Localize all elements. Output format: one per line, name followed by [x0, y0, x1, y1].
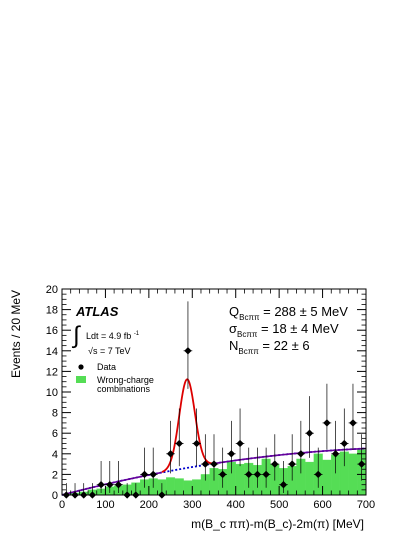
data-point: [219, 470, 227, 479]
data-point: [175, 439, 183, 448]
x-tick-label: 500: [270, 499, 288, 511]
axes: 0 100 200 300 400 500 600 700 0 2 4 6 8 10 12 14 16 18 20: [46, 284, 375, 511]
lumi-exponent: -1: [134, 331, 140, 337]
data-point: [210, 460, 218, 468]
fit-parameter: σBcππ = 18 ± 4 MeV: [229, 321, 339, 339]
data-point: [253, 470, 262, 479]
x-tick-label: 0: [59, 499, 65, 511]
histogram-bar: [305, 461, 315, 496]
data-points: [62, 301, 366, 499]
data-point: [279, 481, 288, 489]
histogram-bar: [235, 463, 245, 496]
data-point: [349, 419, 357, 427]
histogram-bar: [183, 480, 193, 496]
fit-parameter-symbol: σ: [229, 321, 237, 336]
y-tick-label: 12: [46, 366, 58, 378]
data-point: [297, 450, 305, 458]
y-tick-label: 10: [46, 387, 58, 399]
fit-parameter-symbol: Q: [229, 304, 239, 319]
x-tick-label: 100: [96, 499, 114, 511]
fit-parameter-value: = 22 ± 6: [259, 338, 310, 353]
y-tick-label: 20: [46, 284, 58, 296]
histogram-bar: [174, 478, 184, 496]
legend-data-marker: [78, 364, 84, 370]
data-point: [201, 460, 209, 468]
x-tick-label: 200: [140, 499, 158, 511]
y-tick-label: 18: [46, 305, 58, 317]
energy-text: √s = 7 TeV: [88, 346, 131, 356]
legend-wrong-charge-box: [76, 376, 86, 383]
fit-parameter-subscript: Bcππ: [239, 313, 260, 322]
legend-data-label: Data: [97, 362, 116, 372]
lumi-text: Ldt = 4.9 fb -1: [86, 331, 140, 341]
data-point: [305, 429, 314, 437]
data-point: [236, 439, 244, 448]
data-point: [140, 470, 149, 479]
histogram-bar: [322, 459, 332, 496]
legend-wrong-charge-line2: combinations: [97, 384, 151, 394]
data-point: [262, 470, 270, 479]
data-point: [314, 470, 322, 479]
data-point: [245, 470, 253, 479]
data-point: [227, 450, 236, 458]
fit-parameter-symbol: N: [229, 338, 238, 353]
fit-parameter: NBcππ = 22 ± 6: [229, 338, 310, 356]
lumi-value: Ldt = 4.9 fb: [86, 331, 131, 341]
legend-wrong-charge-label: Wrong-charge combinations: [97, 375, 156, 394]
y-tick-label: 8: [52, 408, 58, 420]
fit-parameter: QBcππ = 288 ± 5 MeV: [229, 304, 348, 322]
y-tick-label: 6: [52, 428, 58, 440]
data-point: [331, 450, 340, 458]
x-tick-label: 600: [313, 499, 331, 511]
fit-parameter-subscript: Bcππ: [237, 330, 258, 339]
data-point: [271, 460, 279, 468]
fit-curve-right: [213, 447, 367, 465]
fit-parameter-subscript: Bcππ: [238, 347, 259, 356]
total-fit-curve: [161, 378, 215, 473]
histogram-bar: [192, 479, 202, 496]
data-point: [149, 470, 157, 479]
fit-parameter-value: = 18 ± 4 MeV: [257, 321, 339, 336]
atlas-label: ATLAS: [75, 304, 119, 319]
y-tick-label: 0: [52, 490, 58, 502]
x-tick-label: 300: [183, 499, 201, 511]
data-point: [166, 450, 175, 458]
y-tick-label: 14: [46, 346, 58, 358]
fit-parameter-value: = 288 ± 5 MeV: [260, 304, 349, 319]
legend-wrong-charge-line1: Wrong-charge: [97, 375, 154, 385]
y-tick-label: 2: [52, 469, 58, 481]
histogram-bar: [166, 477, 176, 496]
x-tick-label: 700: [357, 499, 375, 511]
y-axis-label: Events / 20 MeV: [9, 290, 23, 378]
data-point: [340, 439, 348, 448]
data-point: [288, 460, 296, 468]
y-tick-label: 16: [46, 325, 58, 337]
data-point: [184, 347, 192, 355]
data-point: [323, 419, 331, 427]
y-tick-label: 4: [52, 449, 58, 461]
data-point: [97, 481, 105, 489]
histogram-bar: [348, 453, 358, 496]
integral-sign: ∫: [71, 322, 81, 349]
x-tick-label: 400: [227, 499, 245, 511]
x-axis-label: m(B_c ππ)-m(B_c)-2m(π) [MeV]: [191, 517, 364, 531]
data-point: [192, 439, 201, 448]
